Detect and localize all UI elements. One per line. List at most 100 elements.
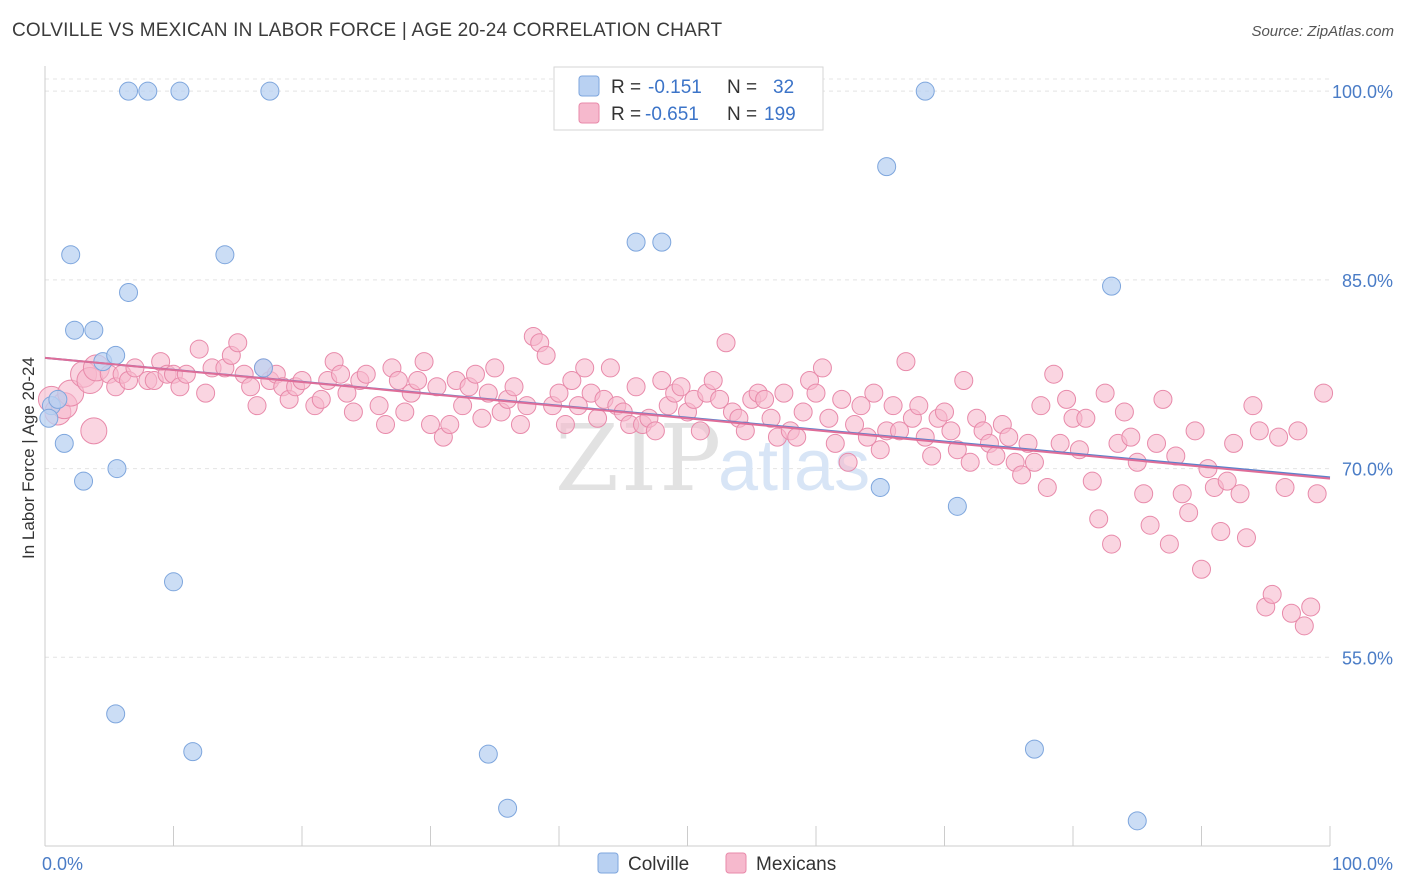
legend-n-label-mexicans: N = bbox=[727, 104, 757, 125]
mexicans-point-107 bbox=[774, 383, 794, 403]
mexicans-point-167 bbox=[1159, 534, 1179, 554]
series-legend: Colville Mexicans bbox=[597, 852, 836, 875]
mexicans-point-53 bbox=[427, 377, 447, 397]
mexicans-point-150 bbox=[1050, 433, 1070, 453]
colville-point-16 bbox=[253, 358, 273, 378]
mexicans-point-104 bbox=[755, 389, 775, 409]
mexicans-point-186 bbox=[1281, 603, 1301, 623]
mexicans-point-116 bbox=[832, 389, 852, 409]
mexicans-point-130 bbox=[922, 446, 942, 466]
mexicans-point-60 bbox=[472, 408, 492, 428]
mexicans-point-169 bbox=[1172, 484, 1192, 504]
mexicans-point-19 bbox=[189, 339, 209, 359]
mexicans-point-76 bbox=[575, 358, 595, 378]
colville-point-26 bbox=[915, 81, 935, 101]
colville-point-18 bbox=[106, 704, 126, 724]
mexicans-point-179 bbox=[1236, 528, 1256, 548]
mexicans-point-48 bbox=[395, 402, 415, 422]
mexicans-point-166 bbox=[1153, 389, 1173, 409]
mexicans-point-134 bbox=[947, 440, 967, 460]
mexicans-point-62 bbox=[485, 358, 505, 378]
legend-swatch-mexicans bbox=[578, 102, 600, 124]
mexicans-point-172 bbox=[1192, 559, 1211, 579]
mexicans-point-52 bbox=[421, 415, 440, 435]
y-tick-labels: 100.0% 85.0% 70.0% 55.0% bbox=[1332, 82, 1393, 668]
legend-bottom-label-mexicans: Mexicans bbox=[756, 854, 836, 875]
mexicans-point-124 bbox=[883, 396, 903, 416]
colville-point-6 bbox=[84, 320, 104, 340]
colville-point-14 bbox=[170, 81, 190, 101]
mexicans-point-40 bbox=[337, 383, 357, 403]
mexicans-point-192 bbox=[80, 417, 108, 445]
y-tick-label-3: 55.0% bbox=[1342, 648, 1393, 668]
mexicans-point-50 bbox=[408, 371, 428, 391]
mexicans-point-126 bbox=[896, 352, 916, 372]
mexicans-point-184 bbox=[1269, 427, 1289, 447]
mexicans-point-142 bbox=[999, 427, 1019, 447]
mexicans-point-51 bbox=[414, 352, 434, 372]
mexicans-point-136 bbox=[960, 452, 980, 472]
colville-point-27 bbox=[947, 496, 967, 516]
mexicans-point-122 bbox=[870, 440, 890, 460]
mexicans-point-132 bbox=[935, 402, 954, 422]
mexicans-point-144 bbox=[1012, 465, 1032, 485]
mexicans-point-65 bbox=[504, 377, 524, 397]
mexicans-point-41 bbox=[343, 402, 363, 422]
legend-bottom-swatch-colville bbox=[597, 852, 619, 874]
legend-bottom-swatch-mexicans bbox=[725, 852, 747, 874]
mexicans-point-96 bbox=[703, 371, 723, 391]
mexicans-point-55 bbox=[440, 415, 460, 435]
mexicans-point-61 bbox=[478, 383, 498, 403]
mexicans-point-189 bbox=[1301, 597, 1321, 617]
mexicans-trend-line bbox=[44, 356, 1331, 480]
mexicans-point-175 bbox=[1211, 521, 1231, 541]
source-label: Source: ZipAtlas.com bbox=[1251, 23, 1394, 40]
mexicans-point-183 bbox=[1262, 584, 1282, 604]
mexicans-point-72 bbox=[549, 383, 569, 403]
colville-point-24 bbox=[870, 477, 890, 497]
legend-bottom-label-colville: Colville bbox=[628, 854, 689, 875]
colville-point-23 bbox=[652, 232, 672, 252]
y-tick-label-1: 85.0% bbox=[1342, 271, 1393, 291]
mexicans-point-165 bbox=[1147, 433, 1167, 453]
mexicans-point-74 bbox=[562, 371, 582, 391]
mexicans-point-185 bbox=[1275, 477, 1295, 497]
colville-point-15 bbox=[215, 245, 235, 265]
colville-point-21 bbox=[498, 798, 518, 818]
mexicans-point-162 bbox=[1127, 452, 1147, 472]
mexicans-point-160 bbox=[1114, 402, 1134, 422]
colville-point-10 bbox=[119, 282, 139, 302]
mexicans-point-27 bbox=[247, 396, 267, 416]
mexicans-point-43 bbox=[356, 364, 376, 384]
mexicans-point-18 bbox=[176, 364, 196, 384]
mexicans-point-109 bbox=[787, 427, 807, 447]
mexicans-point-154 bbox=[1076, 408, 1096, 428]
mexicans-points bbox=[37, 326, 1334, 636]
legend-n-value-mexicans: 199 bbox=[764, 104, 796, 125]
mexicans-point-157 bbox=[1095, 383, 1115, 403]
mexicans-point-47 bbox=[388, 371, 408, 391]
stats-legend: R = -0.151 N = 32 R = -0.651 N = 199 bbox=[553, 66, 824, 131]
axes bbox=[44, 66, 1331, 847]
mexicans-point-191 bbox=[1314, 383, 1334, 403]
mexicans-point-84 bbox=[626, 377, 646, 397]
colville-point-12 bbox=[138, 81, 158, 101]
mexicans-point-158 bbox=[1102, 534, 1122, 554]
legend-n-label-colville: N = bbox=[727, 77, 757, 98]
mexicans-point-163 bbox=[1134, 484, 1154, 504]
colville-point-30 bbox=[1127, 811, 1147, 831]
colville-point-25 bbox=[877, 157, 897, 177]
chart-title: COLVILLE VS MEXICAN IN LABOR FORCE | AGE… bbox=[12, 20, 723, 41]
mexicans-point-180 bbox=[1243, 396, 1263, 416]
mexicans-point-190 bbox=[1307, 484, 1327, 504]
colville-point-4 bbox=[65, 320, 85, 340]
mexicans-point-78 bbox=[588, 408, 608, 428]
mexicans-point-97 bbox=[710, 389, 730, 409]
mexicans-point-39 bbox=[331, 364, 351, 384]
mexicans-point-128 bbox=[909, 396, 929, 416]
colville-point-11 bbox=[119, 81, 139, 101]
colville-point-31 bbox=[39, 408, 59, 428]
mexicans-point-87 bbox=[645, 421, 665, 441]
colville-point-1 bbox=[48, 389, 68, 409]
mexicans-point-112 bbox=[806, 383, 826, 403]
